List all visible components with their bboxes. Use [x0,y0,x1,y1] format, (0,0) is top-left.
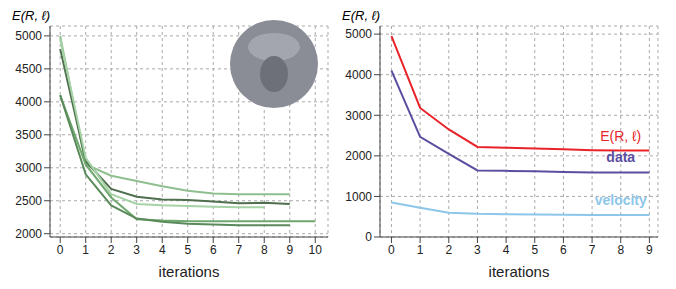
svg-text:2000: 2000 [345,149,372,163]
svg-text:9: 9 [646,243,653,257]
svg-text:4000: 4000 [15,95,42,109]
svg-text:4000: 4000 [345,68,372,82]
svg-text:data: data [606,149,635,165]
svg-text:9: 9 [286,243,293,257]
svg-text:2: 2 [445,243,452,257]
svg-text:4: 4 [503,243,510,257]
svg-text:0: 0 [57,243,64,257]
svg-text:0: 0 [388,243,395,257]
svg-text:3: 3 [133,243,140,257]
svg-text:5: 5 [184,243,191,257]
svg-text:1000: 1000 [345,190,372,204]
svg-text:4: 4 [159,243,166,257]
svg-text:2: 2 [108,243,115,257]
svg-text:6: 6 [210,243,217,257]
html-text:E(R, ℓ): E(R, ℓ) [12,8,51,23]
svg-text:velocity: velocity [595,192,647,208]
svg-text:3000: 3000 [15,161,42,175]
svg-text:2500: 2500 [15,194,42,208]
svg-text:E(R, ℓ): E(R, ℓ) [600,128,641,144]
svg-text:5000: 5000 [15,29,42,43]
svg-text:4500: 4500 [15,62,42,76]
svg-text:6: 6 [560,243,567,257]
svg-text:iterations: iterations [489,263,550,280]
svg-text:7: 7 [235,243,242,257]
svg-text:3000: 3000 [345,109,372,123]
svg-text:0: 0 [365,230,372,244]
svg-text:3500: 3500 [15,128,42,142]
svg-text:2000: 2000 [15,227,42,241]
svg-text:7: 7 [589,243,596,257]
svg-text:5: 5 [531,243,538,257]
svg-text:1: 1 [417,243,424,257]
svg-text:10: 10 [309,243,323,257]
svg-text:iterations: iterations [159,263,220,280]
svg-text:1: 1 [82,243,89,257]
svg-text:8: 8 [261,243,268,257]
html-text:E(R, ℓ): E(R, ℓ) [342,8,381,23]
svg-text:3: 3 [474,243,481,257]
svg-text:5000: 5000 [345,27,372,41]
svg-text:8: 8 [617,243,624,257]
